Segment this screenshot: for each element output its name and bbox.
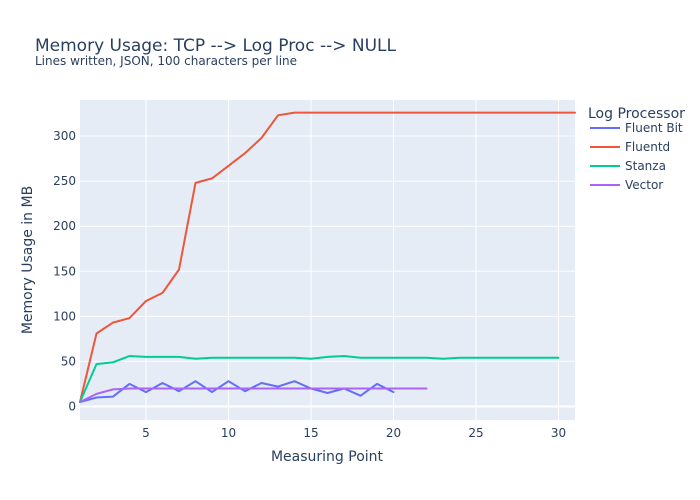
legend: Log Processor Fluent Bit Fluentd Stanza Vec… xyxy=(588,106,685,192)
legend-item-fluentd[interactable]: Fluentd xyxy=(625,140,670,154)
series-line-fluentd xyxy=(79,111,576,403)
y-tick-label: 300 xyxy=(53,129,76,143)
legend-item-fluent-bit[interactable]: Fluent Bit xyxy=(625,121,683,135)
chart-subtitle: Lines written, JSON, 100 characters per … xyxy=(35,54,297,68)
y-tick-label: 100 xyxy=(53,309,76,323)
series-layer xyxy=(79,111,576,403)
chart-title: Memory Usage: TCP --> Log Proc --> NULL xyxy=(35,36,397,56)
plot-area xyxy=(80,100,575,420)
y-tick-label: 250 xyxy=(53,174,76,188)
y-tick-label: 200 xyxy=(53,219,76,233)
legend-item-vector[interactable]: Vector xyxy=(625,178,663,192)
series-line-vector xyxy=(79,387,428,403)
x-tick-label: 20 xyxy=(386,426,401,440)
x-tick-label: 25 xyxy=(468,426,483,440)
y-axis-label: Memory Usage in MB xyxy=(20,186,36,334)
series-line-stanza xyxy=(79,355,560,403)
x-tick-label: 5 xyxy=(142,426,150,440)
legend-title: Log Processor xyxy=(588,106,685,122)
x-tick-label: 15 xyxy=(303,426,318,440)
legend-item-stanza[interactable]: Stanza xyxy=(625,159,666,173)
y-tick-label: 0 xyxy=(68,399,76,413)
x-axis-label: Measuring Point xyxy=(271,449,384,465)
grid xyxy=(80,100,575,420)
x-tick-label: 30 xyxy=(551,426,566,440)
y-tick-label: 150 xyxy=(53,264,76,278)
x-tick-label: 10 xyxy=(221,426,236,440)
y-tick-label: 50 xyxy=(61,354,76,368)
